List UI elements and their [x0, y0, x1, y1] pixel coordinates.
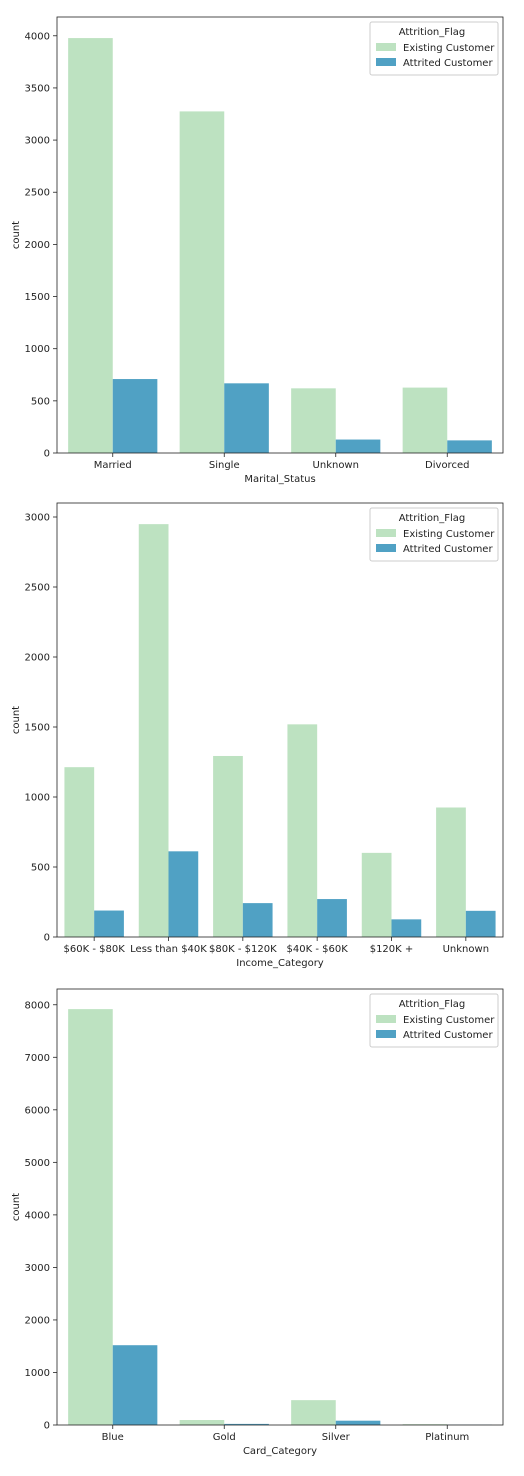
x-tick-label: Unknown: [443, 944, 489, 955]
y-tick-label: 1000: [25, 344, 50, 355]
bar-existing: [361, 852, 392, 937]
plot-frame: [56, 988, 504, 1426]
x-axis-label: Card_Category: [243, 1446, 317, 1457]
legend-box: [369, 993, 499, 1048]
y-tick-label: 1000: [25, 793, 50, 804]
y-tick-label: 500: [31, 863, 50, 874]
y-tick-label: 7000: [25, 1053, 50, 1064]
y-tick-label: 3000: [25, 1263, 50, 1274]
y-tick-label: 2000: [25, 240, 50, 251]
legend-box: [369, 507, 499, 562]
y-tick-label: 5000: [25, 1158, 50, 1169]
y-tick-label: 1000: [25, 1368, 50, 1379]
bar-existing: [179, 111, 225, 454]
bar-attrited: [112, 379, 158, 453]
bar-attrited: [224, 1423, 269, 1425]
legend-title: Attrition_Flag: [399, 27, 466, 38]
legend-entry: Attrited Customer: [403, 544, 493, 555]
legend-swatch: [376, 58, 396, 66]
y-tick-label: 3500: [25, 83, 50, 94]
x-tick-label: Divorced: [425, 460, 469, 471]
legend-entry: Existing Customer: [403, 43, 495, 54]
bar-existing: [287, 724, 318, 937]
legend-swatch: [376, 544, 396, 552]
y-tick-label: 8000: [25, 1000, 50, 1011]
bar-attrited: [317, 899, 347, 937]
bar-attrited: [447, 440, 492, 453]
x-tick-label: Blue: [102, 1432, 124, 1443]
y-tick-label: 1500: [25, 723, 50, 734]
x-tick-label: $40K - $60K: [287, 944, 349, 955]
bar-existing: [291, 1400, 336, 1425]
y-tick-label: 2500: [25, 188, 50, 199]
y-tick-label: 4000: [25, 31, 50, 42]
y-tick-label: 4000: [25, 1210, 50, 1221]
y-tick-label: 0: [44, 933, 50, 944]
y-tick-label: 3000: [25, 513, 50, 524]
legend-swatch: [376, 1030, 396, 1038]
x-tick-label: Married: [94, 460, 132, 471]
plot-frame: [56, 502, 504, 938]
legend-entry: Existing Customer: [403, 529, 495, 540]
y-axis-label: count: [11, 221, 22, 249]
x-axis-label: Marital_Status: [244, 474, 315, 485]
bar-existing: [436, 807, 466, 937]
x-tick-label: $80K - $120K: [209, 944, 277, 955]
bar-existing: [138, 524, 169, 937]
bar-attrited: [242, 903, 273, 937]
y-axis-label: count: [11, 706, 22, 734]
x-axis-label: Income_Category: [236, 958, 324, 969]
bar-attrited: [168, 851, 199, 937]
y-tick-label: 500: [31, 396, 50, 407]
bar-existing: [64, 767, 95, 937]
chart-panel-2: 0 500 1000 1500 2000 2500 3000 $60K - $80K Less …: [11, 502, 504, 969]
bar-existing: [213, 755, 243, 937]
y-tick-label: 2500: [25, 583, 50, 594]
bar-attrited: [335, 439, 381, 453]
legend-swatch: [376, 43, 396, 51]
x-tick-label: Single: [209, 460, 240, 471]
y-tick-label: 2000: [25, 653, 50, 664]
bar-existing: [291, 388, 336, 453]
bar-attrited: [391, 919, 422, 937]
bar-existing: [179, 1420, 225, 1425]
legend: Attrition_Flag Existing Customer Attrited …: [369, 993, 499, 1048]
bar-attrited: [94, 910, 124, 937]
bar-existing: [68, 38, 113, 453]
x-tick-label: Platinum: [425, 1432, 469, 1443]
bar-attrited: [224, 383, 269, 453]
legend-title: Attrition_Flag: [399, 513, 466, 524]
y-tick-label: 2000: [25, 1315, 50, 1326]
x-tick-label: Less than $40K: [130, 944, 207, 955]
bar-existing: [68, 1009, 113, 1425]
bar-attrited: [335, 1420, 381, 1425]
bar-existing: [402, 387, 448, 453]
legend: Attrition_Flag Existing Customer Attrited …: [369, 507, 499, 562]
y-tick-label: 1500: [25, 292, 50, 303]
y-axis-label: count: [11, 1193, 22, 1221]
x-tick-label: $60K - $80K: [64, 944, 126, 955]
y-tick-label: 6000: [25, 1105, 50, 1116]
x-tick-label: $120K +: [370, 944, 414, 955]
legend-swatch: [376, 529, 396, 537]
legend-box: [369, 21, 499, 76]
legend-swatch: [376, 1015, 396, 1023]
plot-frame: [56, 16, 504, 454]
bar-attrited: [465, 910, 496, 937]
bar-attrited: [112, 1345, 158, 1425]
legend-entry: Existing Customer: [403, 1015, 495, 1026]
chart-panel-3: 0 1000 2000 3000 4000 5000 6000 7000 8000 Blue Gol…: [11, 988, 504, 1457]
y-tick-label: 0: [44, 1421, 50, 1432]
legend-entry: Attrited Customer: [403, 1030, 493, 1041]
legend-title: Attrition_Flag: [399, 999, 466, 1010]
x-tick-label: Silver: [322, 1432, 351, 1443]
y-tick-label: 3000: [25, 136, 50, 147]
y-tick-label: 0: [44, 449, 50, 460]
legend: Attrition_Flag Existing Customer Attrited …: [369, 21, 499, 76]
x-tick-label: Gold: [213, 1432, 236, 1443]
chart-panel-1: 0 500 1000 1500 2000 2500 3000 3500 4000 Married S…: [11, 16, 504, 485]
x-tick-label: Unknown: [313, 460, 359, 471]
legend-entry: Attrited Customer: [403, 58, 493, 69]
